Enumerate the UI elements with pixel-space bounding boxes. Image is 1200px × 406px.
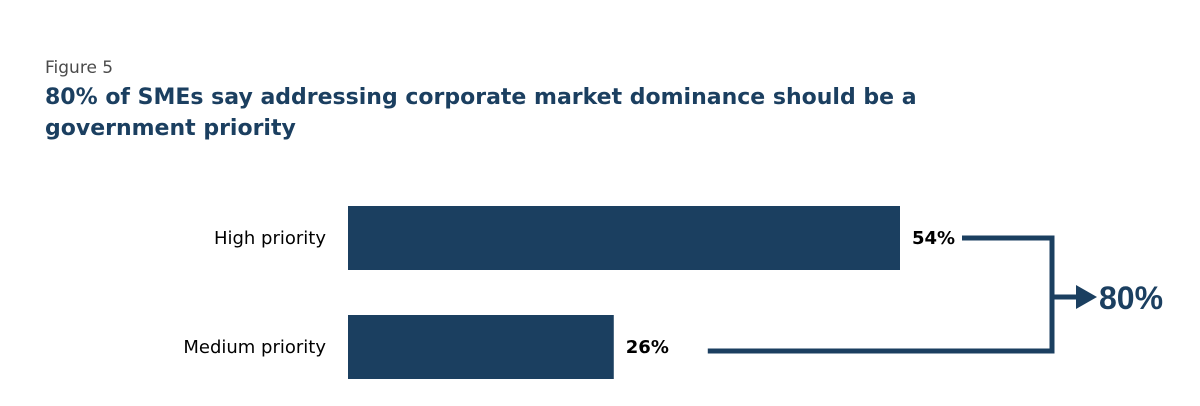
chart-title: 80% of SMEs say addressing corporate mar… bbox=[45, 85, 917, 141]
arrow-head-icon bbox=[1076, 285, 1097, 309]
bars-group: High priority 54% Medium priority 26% bbox=[183, 206, 955, 379]
sum-connector: 80% bbox=[707, 235, 1163, 354]
bar-0 bbox=[348, 206, 900, 270]
bar-1 bbox=[348, 315, 614, 379]
total-label: 80% bbox=[1099, 280, 1163, 316]
category-label-1: Medium priority bbox=[183, 337, 326, 358]
category-label-0: High priority bbox=[214, 228, 326, 249]
value-label-0: 54% bbox=[912, 228, 955, 249]
value-label-1: 26% bbox=[626, 337, 669, 358]
figure-label: Figure 5 bbox=[45, 58, 114, 78]
